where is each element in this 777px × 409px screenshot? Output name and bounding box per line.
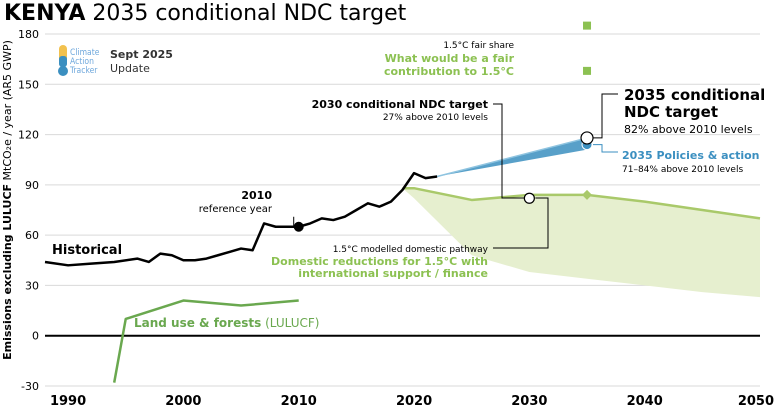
annotations: Historical Land use & forests (LULUCF) 2… xyxy=(52,41,765,330)
chart-title: KENYA 2035 conditional NDC target xyxy=(4,1,407,26)
y-tick-label-30: 30 xyxy=(25,279,39,292)
leader-ndc2030 xyxy=(493,103,526,199)
label-domestic-line1: Domestic reductions for 1.5°C with xyxy=(271,255,488,268)
x-tick-label-2040: 2040 xyxy=(627,394,663,409)
areas xyxy=(402,137,760,298)
historical-line xyxy=(44,171,438,267)
x-tick-label-2020: 2020 xyxy=(396,394,432,409)
label-ndc2030-sub: 27% above 2010 levels xyxy=(383,113,488,123)
x-tick-label-2000: 2000 xyxy=(165,394,201,409)
marker-fair-share xyxy=(583,66,592,75)
y-tick-label-180: 180 xyxy=(18,28,39,41)
label-ref-year-sub: reference year xyxy=(199,204,273,215)
label-lulucf-bold: Land use & forests xyxy=(134,316,261,330)
y-tick-label-150: 150 xyxy=(18,78,39,91)
y-axis-label: Emissions excluding LULUCF MtCO₂e / year… xyxy=(1,40,14,360)
logo-note: Update xyxy=(110,62,150,75)
label-fair-line1: What would be a fair xyxy=(385,52,515,65)
y-axis-label-unit: MtCO₂e / year (AR5 GWP) xyxy=(1,40,14,180)
label-lulucf-rest: (LULUCF) xyxy=(261,316,319,330)
label-ndc2030: 2030 conditional NDC target xyxy=(312,98,488,111)
y-axis-label-main: Emissions excluding LULUCF xyxy=(1,184,14,360)
chart-title-country: KENYA xyxy=(4,1,85,26)
label-policies-sub: 71–84% above 2010 levels xyxy=(622,165,743,175)
y-tick-label-90: 90 xyxy=(25,179,39,192)
lines xyxy=(44,171,761,383)
label-lulucf: Land use & forests (LULUCF) xyxy=(134,316,319,330)
domestic-reductions-area xyxy=(402,188,760,298)
lulucf-line xyxy=(112,299,299,383)
label-ndc2035-line1: 2035 conditional xyxy=(624,86,765,104)
leader-lines xyxy=(293,93,618,249)
leader-pathway xyxy=(493,197,549,249)
label-pathway: 1.5°C modelled domestic pathway xyxy=(333,245,489,255)
label-policies: 2035 Policies & action xyxy=(622,149,760,162)
marker-fair-contribution xyxy=(583,21,592,30)
x-tick-label-1990: 1990 xyxy=(50,394,86,409)
label-ndc2035-line2: NDC target xyxy=(624,103,718,121)
y-tick-label-60: 60 xyxy=(25,229,39,242)
label-historical: Historical xyxy=(52,243,122,258)
logo-line2: Action xyxy=(70,57,94,67)
policies-band-upper-edge xyxy=(436,137,588,178)
markers xyxy=(293,21,594,232)
label-fair-line2: contribution to 1.5°C xyxy=(384,65,514,78)
marker-ndc2030 xyxy=(523,192,535,204)
logo-date: Sept 2025 xyxy=(110,48,173,61)
y-tick-label-120: 120 xyxy=(18,129,39,142)
logo-line1: Climate xyxy=(70,48,100,58)
marker-pathway-2035 xyxy=(582,189,593,200)
label-ref-year: 2010 xyxy=(241,189,272,202)
x-tick-label-2010: 2010 xyxy=(281,394,317,409)
y-tick-label--30: -30 xyxy=(21,380,39,393)
modelled-pathway-line xyxy=(402,186,761,220)
label-domestic-line2: international support / finance xyxy=(298,267,488,280)
chart-title-rest: 2035 conditional NDC target xyxy=(85,1,406,26)
logo-line3: Tracker xyxy=(69,66,98,76)
marker-ndc2035 xyxy=(580,131,594,145)
label-ndc2035-sub: 82% above 2010 levels xyxy=(624,123,753,136)
y-tick-label-0: 0 xyxy=(32,330,39,343)
label-fair-small: 1.5°C fair share xyxy=(443,41,514,51)
leader-policies xyxy=(593,144,618,153)
x-tick-label-2030: 2030 xyxy=(511,394,547,409)
marker-2010-reference xyxy=(293,221,304,232)
x-tick-label-2050: 2050 xyxy=(738,394,774,409)
cat-logo: Climate Action Tracker Sept 2025 Update xyxy=(58,45,173,76)
tick-labels: -30 0 30 60 90 120 150 180 1990 2000 2010 2020 2030 2… xyxy=(18,28,774,409)
leader-ndc2035 xyxy=(593,93,618,139)
